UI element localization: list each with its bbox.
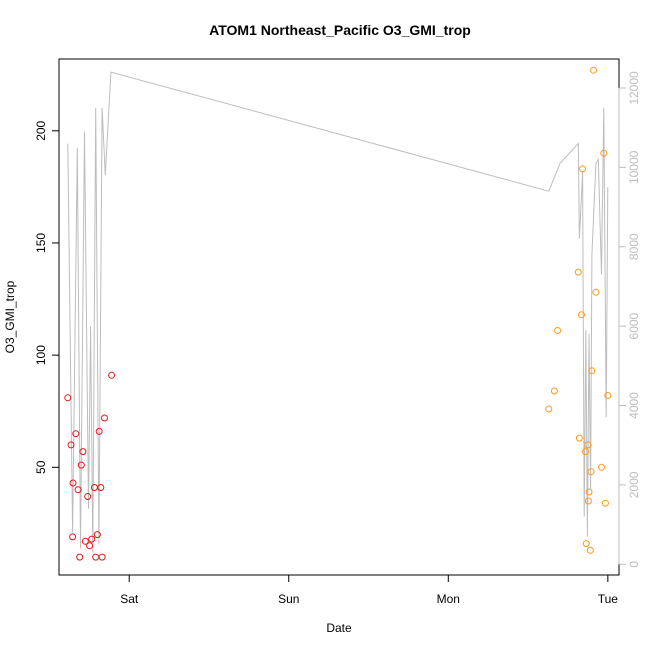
data-point (587, 468, 595, 476)
altitude-line-layer (67, 71, 609, 553)
data-point (67, 441, 75, 449)
data-point (586, 546, 594, 554)
y2-tick-label: 6000 (627, 312, 641, 339)
y2-tick-label: 12000 (627, 71, 641, 105)
x-axis: Sat Sun Mon Tue (120, 574, 619, 606)
data-point (578, 311, 585, 319)
data-point (101, 414, 108, 422)
data-point (585, 488, 593, 496)
y-tick-label: 50 (34, 460, 48, 474)
data-point (592, 288, 600, 296)
data-point (588, 367, 596, 375)
data-point (598, 463, 605, 471)
x-tick-label: Sat (120, 592, 139, 606)
data-point (81, 537, 89, 545)
x-tick-label: Sun (278, 592, 299, 606)
plot-frame (58, 58, 620, 576)
data-point (76, 553, 84, 561)
data-point (601, 499, 609, 507)
y2-tick-label: 0 (627, 561, 641, 568)
data-point (93, 531, 101, 539)
data-point (584, 497, 592, 505)
data-point (604, 392, 612, 399)
data-point (554, 327, 562, 334)
y-axis-label: O3_GMI_trop (3, 280, 17, 353)
data-point (79, 448, 87, 456)
x-axis-label: Date (326, 621, 352, 635)
data-point (86, 542, 94, 550)
data-point (64, 394, 72, 402)
data-point (88, 535, 96, 543)
y-tick-label: 100 (34, 345, 48, 365)
data-point (92, 553, 100, 561)
data-point (545, 405, 553, 413)
data-point (108, 371, 116, 379)
data-point (575, 434, 583, 442)
data-point (550, 387, 558, 395)
data-point (582, 448, 589, 456)
y2-tick-label: 10000 (627, 150, 641, 184)
y-tick-label: 200 (34, 120, 48, 140)
y-axis-left: 50 100 150 200 (34, 120, 60, 474)
data-point (69, 533, 77, 541)
data-point (97, 484, 105, 491)
y-tick-label: 150 (34, 233, 48, 253)
data-point (84, 493, 92, 500)
data-point (579, 165, 587, 173)
x-tick-label: Tue (598, 592, 619, 606)
data-point (600, 149, 608, 157)
data-point (574, 268, 582, 276)
data-point (69, 479, 77, 487)
data-point (582, 540, 590, 548)
data-point (98, 553, 106, 561)
data-point (584, 441, 592, 449)
y2-tick-label: 4000 (627, 392, 641, 419)
x-tick-label: Mon (437, 592, 460, 606)
data-points-layer (64, 66, 612, 561)
data-point (77, 461, 85, 469)
chart-title: ATOM1 Northeast_Pacific O3_GMI_trop (209, 22, 471, 38)
data-point (590, 66, 597, 74)
altitude-line (67, 71, 609, 553)
data-point (95, 427, 103, 435)
data-point (72, 430, 80, 438)
data-point (74, 486, 82, 494)
y2-tick-label: 8000 (627, 233, 641, 260)
y2-tick-label: 2000 (627, 471, 641, 498)
y-axis-right: 0 2000 4000 6000 8000 10000 12000 (618, 71, 641, 568)
